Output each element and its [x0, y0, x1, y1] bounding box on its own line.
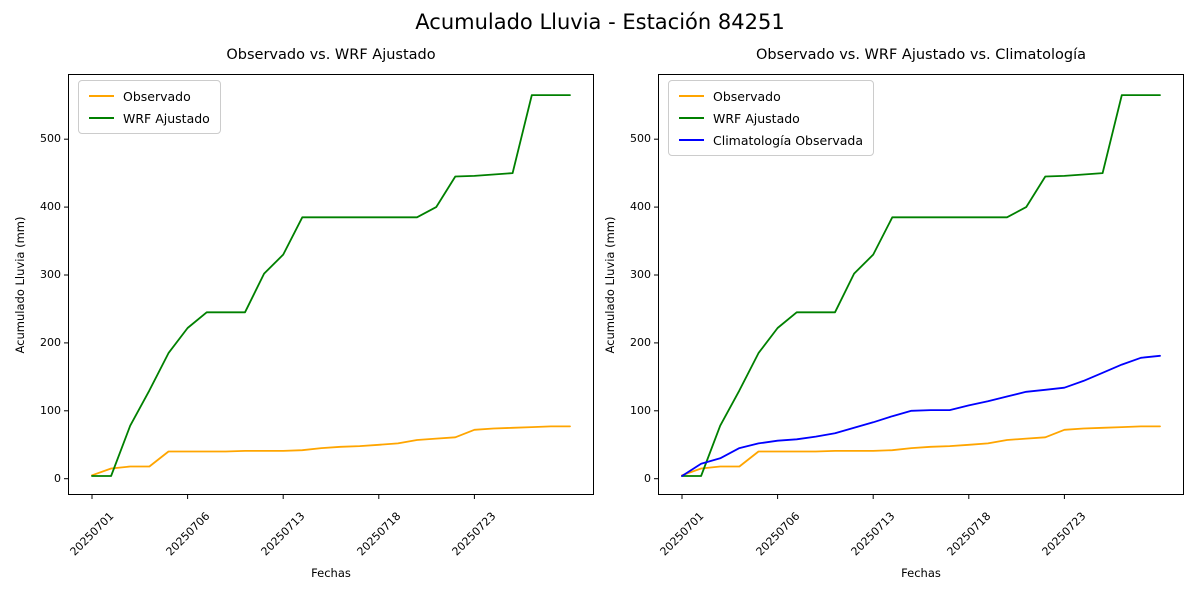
x-tick-label: 20250713	[848, 509, 898, 559]
subplot-right-legend: Observado WRF Ajustado Climatología Observ…	[668, 80, 874, 156]
y-tick-label: 500	[40, 132, 61, 146]
subplot-left-legend: Observado WRF Ajustado	[78, 80, 221, 134]
x-tick-label: 20250701	[67, 509, 117, 559]
y-tick-label: 0	[54, 471, 61, 485]
x-tick-label: 20250706	[753, 509, 802, 559]
subplot-right-title: Observado vs. WRF Ajustado vs. Climatolo…	[756, 47, 1086, 63]
series-line-observado	[681, 425, 1161, 477]
subplot-right-xlabel: Fechas	[901, 566, 941, 580]
x-tick-label: 20250723	[1039, 509, 1089, 559]
legend-item: WRF Ajustado	[679, 107, 863, 129]
legend-line-swatch	[679, 117, 704, 119]
legend-item: Climatología Observada	[679, 129, 863, 151]
y-tick-label: 100	[40, 403, 61, 417]
legend-label: WRF Ajustado	[713, 110, 800, 126]
x-tick-label: 20250718	[354, 509, 404, 559]
y-tick-label: 300	[630, 267, 651, 281]
legend-line-swatch	[679, 95, 704, 97]
y-tick-label: 500	[630, 132, 651, 146]
legend-label: WRF Ajustado	[123, 110, 210, 126]
x-tick-label: 20250718	[944, 509, 994, 559]
y-tick-label: 300	[40, 267, 61, 281]
x-tick-label: 20250701	[657, 509, 707, 559]
legend-line-swatch	[89, 117, 114, 119]
subplot-left-ylabel: Acumulado Lluvia (mm)	[13, 216, 27, 353]
x-tick-label: 20250706	[163, 509, 212, 559]
legend-item: WRF Ajustado	[89, 107, 210, 129]
series-line-climatolog-a-observada	[681, 354, 1161, 477]
legend-line-swatch	[679, 139, 704, 141]
y-tick-label: 200	[630, 335, 651, 349]
subplot-left-xlabel: Fechas	[311, 566, 351, 580]
legend-line-swatch	[89, 95, 114, 97]
legend-item: Observado	[89, 85, 210, 107]
subplot-left-title: Observado vs. WRF Ajustado	[226, 47, 436, 63]
subplot-right-ylabel: Acumulado Lluvia (mm)	[603, 216, 617, 353]
x-tick-label: 20250723	[449, 509, 499, 559]
y-tick-label: 400	[630, 200, 651, 214]
series-line-wrf-ajustado	[91, 94, 571, 477]
legend-label: Climatología Observada	[713, 132, 863, 148]
y-tick-label: 200	[40, 335, 61, 349]
y-tick-label: 0	[644, 471, 651, 485]
x-tick-label: 20250713	[258, 509, 308, 559]
subplot-left-plot-area	[64, 74, 594, 499]
series-line-wrf-ajustado	[681, 94, 1161, 477]
legend-label: Observado	[713, 88, 781, 104]
y-tick-label: 400	[40, 200, 61, 214]
figure-title: Acumulado Lluvia - Estación 84251	[415, 10, 785, 34]
legend-item: Observado	[679, 85, 863, 107]
y-tick-label: 100	[630, 403, 651, 417]
legend-label: Observado	[123, 88, 191, 104]
subplot-right-plot-area	[654, 74, 1184, 499]
axes-frame	[658, 74, 1184, 495]
series-line-observado	[91, 425, 571, 477]
axes-frame	[68, 74, 594, 495]
